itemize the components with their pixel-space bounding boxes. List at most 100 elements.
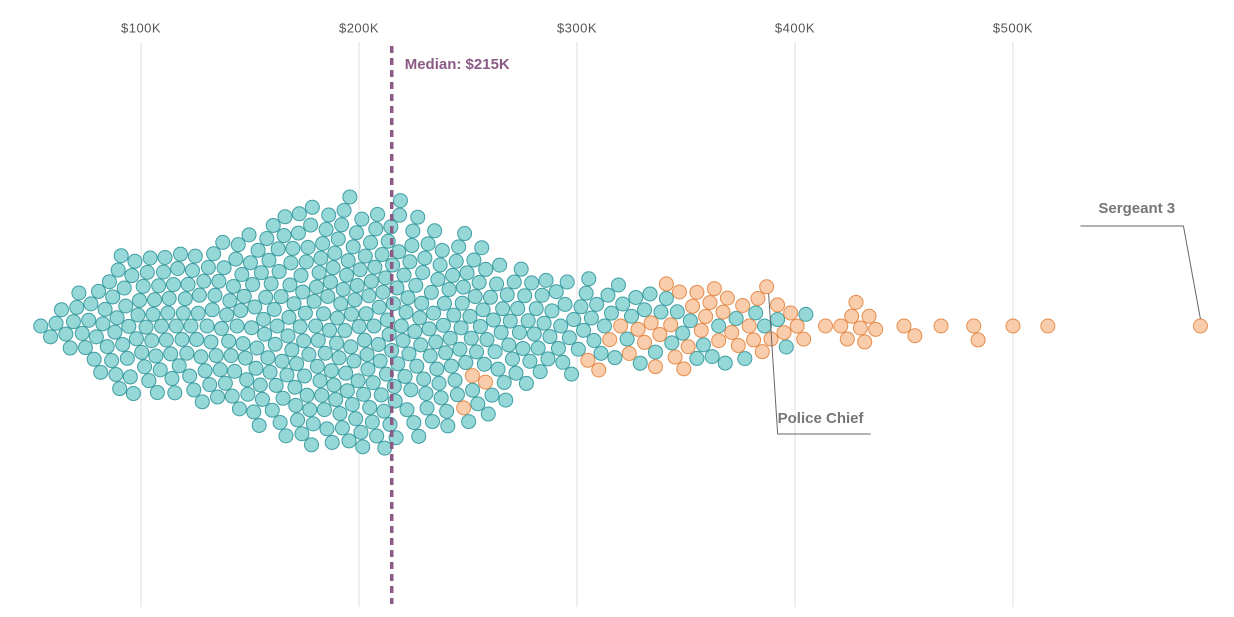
dot xyxy=(477,374,493,390)
dot xyxy=(557,296,573,312)
dot xyxy=(160,305,176,321)
dot xyxy=(319,421,335,437)
dot xyxy=(469,344,485,360)
dot xyxy=(290,412,306,428)
dot xyxy=(161,290,177,306)
dot xyxy=(536,315,552,331)
dot xyxy=(754,344,770,360)
dot xyxy=(274,353,290,369)
dot xyxy=(110,262,126,278)
dot xyxy=(97,301,113,317)
dot xyxy=(532,364,548,380)
dot xyxy=(586,333,602,349)
dot xyxy=(339,267,355,283)
dot xyxy=(308,318,324,334)
dot xyxy=(261,252,277,268)
dot xyxy=(301,347,317,363)
dot xyxy=(559,274,575,290)
dot xyxy=(105,289,121,305)
dot xyxy=(446,307,462,323)
dot xyxy=(518,375,534,391)
dot xyxy=(405,223,421,239)
dot xyxy=(715,304,731,320)
dot xyxy=(619,331,635,347)
dot xyxy=(359,347,375,363)
dot xyxy=(433,390,449,406)
dot xyxy=(637,334,653,350)
dot xyxy=(132,292,148,308)
dot xyxy=(376,403,392,419)
dot xyxy=(33,318,49,334)
dot xyxy=(658,276,674,292)
dot xyxy=(410,209,426,225)
dot xyxy=(191,287,207,303)
dot xyxy=(415,265,431,281)
dot xyxy=(265,217,281,233)
dot xyxy=(487,344,503,360)
dot xyxy=(179,345,195,361)
dot xyxy=(200,259,216,275)
dot xyxy=(62,340,78,356)
dot xyxy=(643,315,659,331)
dot xyxy=(180,276,196,292)
dot xyxy=(719,290,735,306)
dot xyxy=(260,350,276,366)
annotation-line xyxy=(768,293,871,435)
dot xyxy=(190,305,206,321)
dot xyxy=(292,319,308,335)
dot xyxy=(279,367,295,383)
dot xyxy=(430,271,446,287)
dot xyxy=(284,342,300,358)
dot xyxy=(396,267,412,283)
dot xyxy=(290,225,306,241)
dot xyxy=(125,386,141,402)
dot xyxy=(479,332,495,348)
dot xyxy=(441,282,457,298)
dot xyxy=(534,287,550,303)
dot xyxy=(395,332,411,348)
dot xyxy=(269,318,285,334)
dot xyxy=(289,356,305,372)
dot xyxy=(490,361,506,377)
dot xyxy=(288,397,304,413)
dot xyxy=(285,240,301,256)
dot xyxy=(138,319,154,335)
dot xyxy=(256,311,272,327)
dot xyxy=(848,294,864,310)
dot xyxy=(253,265,269,281)
dot xyxy=(451,239,467,255)
dot xyxy=(341,433,357,449)
dot xyxy=(689,284,705,300)
dot xyxy=(542,329,558,345)
dot xyxy=(607,350,623,366)
dot xyxy=(434,242,450,258)
dot xyxy=(530,340,546,356)
dot xyxy=(152,362,168,378)
dot xyxy=(155,264,171,280)
dot xyxy=(442,330,458,346)
dot xyxy=(544,303,560,319)
dot xyxy=(515,340,531,356)
dot xyxy=(128,331,144,347)
dot xyxy=(193,349,209,365)
dot xyxy=(526,326,542,342)
dot xyxy=(403,382,419,398)
dot xyxy=(95,316,111,332)
dot xyxy=(167,385,183,401)
dot xyxy=(343,339,359,355)
dot xyxy=(207,287,223,303)
dot xyxy=(839,331,855,347)
dot xyxy=(104,353,120,369)
dot xyxy=(154,318,170,334)
dot xyxy=(578,285,594,301)
dot xyxy=(348,411,364,427)
dot xyxy=(593,345,609,361)
dot xyxy=(144,333,160,349)
annotation-label: Sergeant 3 xyxy=(1098,200,1175,217)
dot xyxy=(213,320,229,336)
dot xyxy=(475,302,491,318)
dot xyxy=(746,332,762,348)
dot xyxy=(550,340,566,356)
dot xyxy=(756,318,772,334)
dot xyxy=(621,345,637,361)
